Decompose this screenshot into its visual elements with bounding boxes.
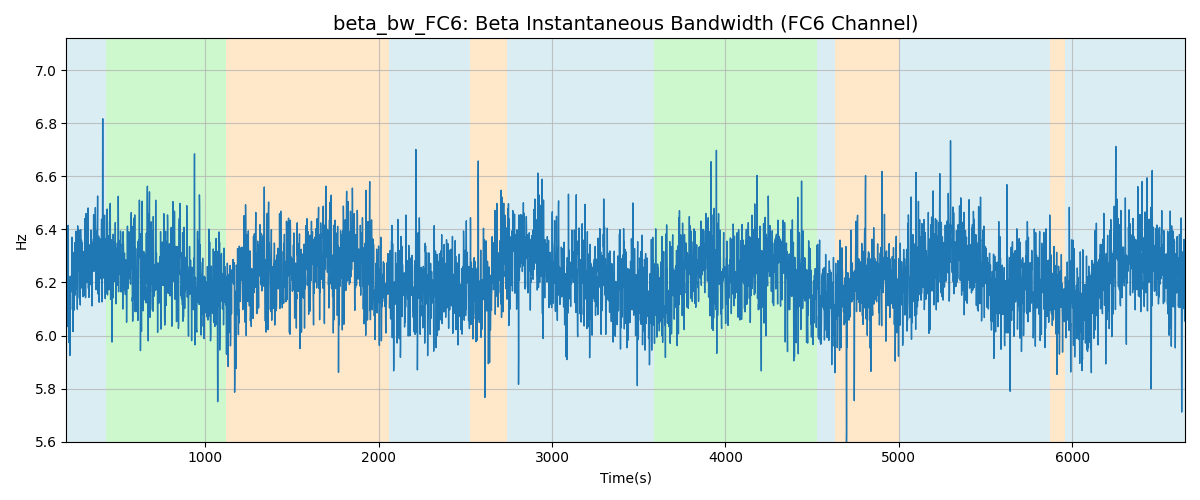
Bar <box>644 38 654 442</box>
Bar <box>899 38 925 442</box>
X-axis label: Time(s): Time(s) <box>600 471 652 485</box>
Y-axis label: Hz: Hz <box>16 231 29 249</box>
Bar <box>1050 38 1066 442</box>
Bar <box>1066 38 1186 442</box>
Bar <box>925 38 1050 442</box>
Bar <box>506 38 644 442</box>
Bar <box>470 38 506 442</box>
Bar <box>226 38 389 442</box>
Bar <box>817 38 835 442</box>
Bar <box>107 38 226 442</box>
Bar <box>665 38 817 442</box>
Bar <box>835 38 899 442</box>
Bar <box>389 38 470 442</box>
Bar <box>66 38 107 442</box>
Title: beta_bw_FC6: Beta Instantaneous Bandwidth (FC6 Channel): beta_bw_FC6: Beta Instantaneous Bandwidt… <box>332 15 918 35</box>
Bar <box>654 38 665 442</box>
